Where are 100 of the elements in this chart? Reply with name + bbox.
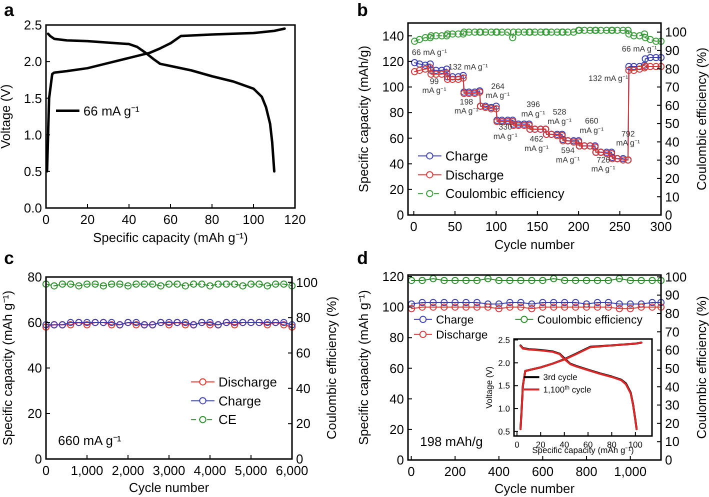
annotation: 330 mA g⁻¹ [493, 122, 518, 141]
annotation: 660 mA g⁻¹ [580, 116, 604, 135]
annotation: 462 mA g⁻¹ [524, 134, 549, 153]
y2-tick-label: 70 [665, 80, 680, 95]
y-tick-label: 100 [382, 300, 404, 315]
y-axis-title: Specific capacity (mAh g⁻¹) [0, 290, 15, 446]
y2-tick-label: 40 [665, 134, 680, 150]
x-tick-label: 200 [568, 219, 590, 234]
y-tick-label: 60 [28, 315, 42, 330]
y-tick-label: 0.0 [24, 200, 42, 216]
y-tick-label: 1.0 [498, 404, 510, 414]
y2-tick-label: 80 [665, 306, 680, 322]
y2-tick-label: 100 [665, 269, 687, 284]
y2-tick-label: 90 [665, 288, 680, 303]
y-tick-label: 20 [28, 406, 42, 422]
x-tick-label: 3,000 [152, 463, 186, 478]
y2-tick-label: 70 [665, 324, 680, 340]
y2-axis-title: Coulombic efficiency (%) [694, 296, 708, 439]
y-tick-label: 120 [382, 54, 404, 69]
x-tick-label: 2,000 [112, 463, 144, 478]
y2-axis-title: Coulombic efficiency (%) [324, 296, 338, 440]
y2-tick-label: 20 [665, 416, 680, 431]
y2-tick-label: 20 [296, 416, 310, 432]
y2-tick-label: 10 [665, 189, 680, 204]
y2-axis-title: Coulombic efficiency (%) [694, 48, 708, 190]
y-axis-title: Specific capacity (mAh/g) [356, 46, 371, 192]
x-tick-label: 4,000 [194, 463, 226, 478]
legend-label: Coulombic efficiency [537, 314, 643, 326]
x-axis-title: Cycle number [494, 237, 576, 252]
legend-label: Charge [218, 393, 262, 408]
y-tick-label: 20 [390, 182, 404, 197]
annotation: 396 mA g⁻¹ [521, 100, 546, 118]
y-tick-label: 100 [382, 80, 404, 95]
y2-tick-label: 10 [665, 434, 680, 450]
y-tick-label: 1.5 [498, 380, 510, 391]
x-tick-label: 20 [80, 212, 95, 227]
legend-label: 66 mA g⁻¹ [83, 103, 140, 118]
annotation: 66 mA g⁻¹ [412, 48, 448, 58]
y-tick-label: 0.5 [498, 426, 510, 436]
y-tick-label: 40 [390, 391, 404, 406]
y-tick-label: 2.5 [24, 18, 42, 33]
annotation: 99 mA g⁻¹ [422, 76, 447, 96]
x-tick-label: 300 [650, 219, 672, 234]
y-tick-label: 80 [390, 330, 404, 346]
y-axis-title: Voltage (V) [484, 366, 494, 409]
y-tick-label: 120 [382, 269, 404, 284]
x-tick-label: 200 [444, 464, 466, 479]
y-tick-label: 80 [390, 105, 404, 120]
x-tick-label: 80 [204, 212, 220, 227]
x-tick-label: 5,000 [234, 463, 268, 478]
annotation: 528 mA g⁻¹ [548, 108, 572, 126]
legend-label: CE [218, 412, 237, 428]
y2-tick-label: 80 [665, 61, 680, 76]
y-tick-label: 0 [34, 452, 42, 467]
legend-label: Charge [445, 148, 488, 164]
x-tick-label: 250 [608, 219, 631, 234]
y-tick-label: 2.5 [498, 334, 510, 345]
annotation: 198 mAh/g [420, 434, 483, 449]
y-tick-label: 0 [396, 452, 404, 468]
y-tick-label: 60 [390, 360, 404, 376]
x-axis-title: Specific capacity (mAh g⁻¹) [93, 230, 248, 245]
x-tick-label: 40 [122, 212, 136, 227]
x-tick-label: 100 [242, 212, 264, 227]
x-tick-label: 60 [163, 212, 178, 227]
legend-label: Discharge [445, 167, 504, 182]
legend-label: 1,100$^{th}$ cycle [543, 384, 592, 394]
legend-label: Discharge [218, 374, 278, 390]
y2-tick-label: 40 [296, 380, 310, 396]
annotation: 660 mA g⁻¹ [58, 433, 122, 448]
annotation: 726 mA g⁻¹ [591, 155, 616, 174]
y-tick-label: 0.5 [24, 164, 42, 179]
y2-tick-label: 30 [665, 398, 680, 413]
annotation: 264 mA g⁻¹ [486, 82, 510, 100]
x-tick-label: 600 [532, 464, 554, 479]
legend-label: Charge [436, 314, 474, 326]
annotation: 132 mA g⁻¹ [588, 74, 629, 83]
y-axis-title: Voltage (V) [0, 84, 13, 149]
y-tick-label: 1.0 [24, 127, 42, 142]
x-tick-label: 0 [514, 440, 520, 450]
y2-tick-label: 40 [665, 379, 680, 394]
legend-label: Discharge [436, 329, 488, 342]
y-axis-title: Specific capacity (mAh g⁻¹) [356, 290, 371, 445]
y2-tick-label: 100 [665, 24, 687, 40]
y-tick-label: 60 [390, 130, 404, 146]
y2-tick-label: 80 [296, 310, 310, 326]
y-tick-label: 2.0 [24, 54, 42, 70]
y2-tick-label: 30 [665, 152, 680, 168]
y2-tick-label: 60 [296, 346, 310, 361]
x-tick-label: 800 [576, 464, 598, 479]
y-tick-label: 80 [28, 270, 42, 285]
y-tick-label: 2.0 [498, 358, 510, 368]
legend-label: Coulombic efficiency [445, 186, 565, 202]
x-axis-title: Cycle number [494, 481, 576, 496]
y-tick-label: 40 [28, 360, 42, 376]
chart-title: a [4, 0, 15, 20]
x-tick-label: 40 [560, 440, 570, 450]
x-tick-label: 50 [448, 219, 462, 234]
x-tick-label: 1,000 [70, 463, 104, 478]
x-axis-title: Cycle number [128, 480, 210, 495]
x-tick-label: 1,000 [614, 464, 647, 479]
